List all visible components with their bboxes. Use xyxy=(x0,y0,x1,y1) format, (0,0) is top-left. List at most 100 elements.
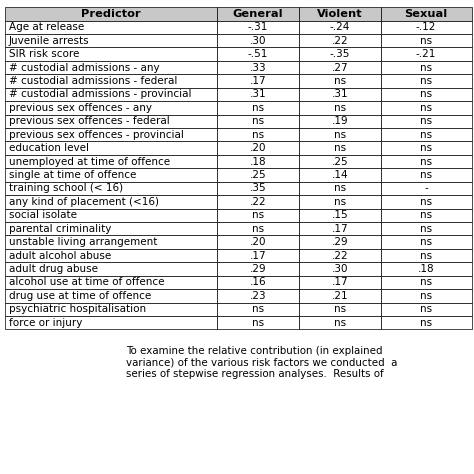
Bar xyxy=(217,155,299,168)
Bar xyxy=(381,262,472,276)
Bar xyxy=(5,236,217,249)
Text: ns: ns xyxy=(334,183,346,193)
Bar xyxy=(217,115,299,128)
Bar xyxy=(381,47,472,61)
Text: .30: .30 xyxy=(250,36,266,46)
Text: # custodial admissions - provincial: # custodial admissions - provincial xyxy=(9,90,191,100)
Bar xyxy=(381,61,472,74)
Bar xyxy=(299,262,381,276)
Bar xyxy=(299,236,381,249)
Bar xyxy=(5,141,217,155)
Text: ns: ns xyxy=(420,304,432,314)
Text: ns: ns xyxy=(420,143,432,153)
Text: ns: ns xyxy=(420,291,432,301)
Bar xyxy=(217,61,299,74)
Bar xyxy=(217,236,299,249)
Text: ns: ns xyxy=(420,277,432,287)
Bar xyxy=(5,209,217,222)
Bar xyxy=(381,195,472,209)
Bar xyxy=(381,7,472,20)
Bar xyxy=(5,155,217,168)
Bar xyxy=(217,128,299,141)
Bar xyxy=(5,289,217,302)
Text: ns: ns xyxy=(420,210,432,220)
Bar xyxy=(5,128,217,141)
Text: -.31: -.31 xyxy=(248,22,268,32)
Text: ns: ns xyxy=(420,103,432,113)
Bar xyxy=(381,141,472,155)
Bar xyxy=(299,276,381,289)
Text: training school (< 16): training school (< 16) xyxy=(9,183,123,193)
Text: ns: ns xyxy=(420,318,432,328)
Bar xyxy=(217,34,299,47)
Bar xyxy=(5,88,217,101)
Bar xyxy=(299,168,381,182)
Text: ns: ns xyxy=(334,304,346,314)
Text: education level: education level xyxy=(9,143,89,153)
Text: .14: .14 xyxy=(331,170,348,180)
Bar xyxy=(5,302,217,316)
Text: .30: .30 xyxy=(331,264,348,274)
Text: ns: ns xyxy=(252,210,264,220)
Text: # custodial admissions - federal: # custodial admissions - federal xyxy=(9,76,177,86)
Bar xyxy=(381,209,472,222)
Bar xyxy=(299,249,381,262)
Bar xyxy=(217,222,299,236)
Bar xyxy=(299,20,381,34)
Bar xyxy=(217,289,299,302)
Bar xyxy=(5,182,217,195)
Bar xyxy=(217,209,299,222)
Bar xyxy=(217,276,299,289)
Bar xyxy=(299,47,381,61)
Text: Juvenile arrests: Juvenile arrests xyxy=(9,36,89,46)
Bar xyxy=(5,7,217,20)
Bar xyxy=(381,34,472,47)
Text: previous sex offences - provincial: previous sex offences - provincial xyxy=(9,130,183,140)
Text: ns: ns xyxy=(420,76,432,86)
Text: adult drug abuse: adult drug abuse xyxy=(9,264,98,274)
Text: To examine the relative contribution (in explained
variance) of the various risk: To examine the relative contribution (in… xyxy=(126,346,397,379)
Text: ns: ns xyxy=(252,103,264,113)
Text: ns: ns xyxy=(420,156,432,166)
Bar xyxy=(217,302,299,316)
Text: alcohol use at time of offence: alcohol use at time of offence xyxy=(9,277,164,287)
Text: ns: ns xyxy=(420,63,432,73)
Text: .31: .31 xyxy=(250,90,266,100)
Bar xyxy=(5,47,217,61)
Bar xyxy=(299,34,381,47)
Bar xyxy=(5,20,217,34)
Text: ns: ns xyxy=(334,143,346,153)
Text: .22: .22 xyxy=(250,197,266,207)
Bar xyxy=(217,141,299,155)
Text: ns: ns xyxy=(334,76,346,86)
Bar xyxy=(299,115,381,128)
Text: ns: ns xyxy=(252,224,264,234)
Text: Predictor: Predictor xyxy=(81,9,141,19)
Bar xyxy=(381,289,472,302)
Bar xyxy=(217,195,299,209)
Text: .16: .16 xyxy=(250,277,266,287)
Text: ns: ns xyxy=(420,170,432,180)
Text: .17: .17 xyxy=(331,277,348,287)
Bar xyxy=(381,128,472,141)
Bar xyxy=(217,7,299,20)
Text: .17: .17 xyxy=(331,224,348,234)
Text: .22: .22 xyxy=(331,36,348,46)
Bar xyxy=(381,168,472,182)
Text: Age at release: Age at release xyxy=(9,22,84,32)
Bar xyxy=(217,20,299,34)
Bar xyxy=(5,262,217,276)
Text: ns: ns xyxy=(252,318,264,328)
Text: ns: ns xyxy=(420,130,432,140)
Text: .25: .25 xyxy=(250,170,266,180)
Text: previous sex offences - any: previous sex offences - any xyxy=(9,103,152,113)
Text: .29: .29 xyxy=(250,264,266,274)
Text: -.12: -.12 xyxy=(416,22,436,32)
Text: ns: ns xyxy=(420,90,432,100)
Text: unstable living arrangement: unstable living arrangement xyxy=(9,237,157,247)
Bar xyxy=(381,276,472,289)
Bar xyxy=(217,262,299,276)
Text: .17: .17 xyxy=(250,76,266,86)
Text: .19: .19 xyxy=(331,116,348,126)
Text: .35: .35 xyxy=(250,183,266,193)
